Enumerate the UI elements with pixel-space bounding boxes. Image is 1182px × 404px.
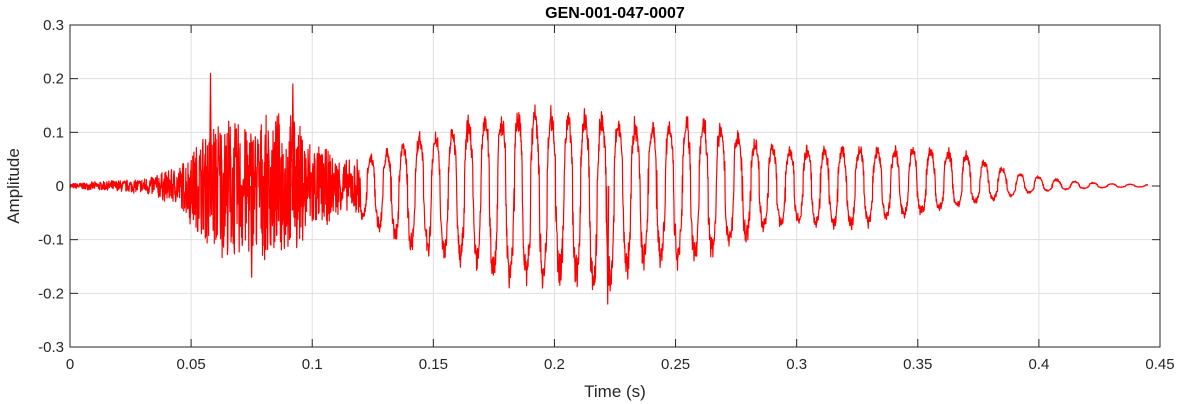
- y-tick-label: -0.2: [38, 285, 64, 302]
- x-tick-label: 0.45: [1145, 356, 1174, 373]
- y-tick-label: -0.1: [38, 232, 64, 249]
- x-axis-ticks: 0 0.05 0.1 0.15 0.2 0.25 0.3 0.35 0.4 0.45: [66, 25, 1175, 373]
- waveform-series-line: [69, 72, 1149, 305]
- y-tick-label: -0.3: [38, 339, 64, 356]
- x-tick-label: 0.05: [177, 356, 206, 373]
- x-tick-label: 0.3: [786, 356, 807, 373]
- y-tick-label: 0.2: [43, 71, 64, 88]
- x-tick-label: 0.2: [544, 356, 565, 373]
- x-tick-label: 0.1: [302, 356, 323, 373]
- x-tick-label: 0.25: [661, 356, 690, 373]
- plot-box: [69, 24, 1161, 348]
- y-tick-label: 0: [56, 178, 64, 195]
- y-axis-label: Amplitude: [4, 148, 23, 224]
- x-tick-label: 0.35: [903, 356, 932, 373]
- x-axis-label: Time (s): [584, 382, 646, 401]
- y-axis-ticks: -0.3 -0.2 -0.1 0 0.1 0.2 0.3: [38, 17, 1160, 356]
- x-tick-label: 0.15: [419, 356, 448, 373]
- chart-title: GEN-001-047-0007: [545, 5, 685, 22]
- y-tick-label: 0.3: [43, 17, 64, 34]
- y-tick-label: 0.1: [43, 124, 64, 141]
- x-tick-label: 0.4: [1028, 356, 1049, 373]
- x-tick-label: 0: [66, 356, 74, 373]
